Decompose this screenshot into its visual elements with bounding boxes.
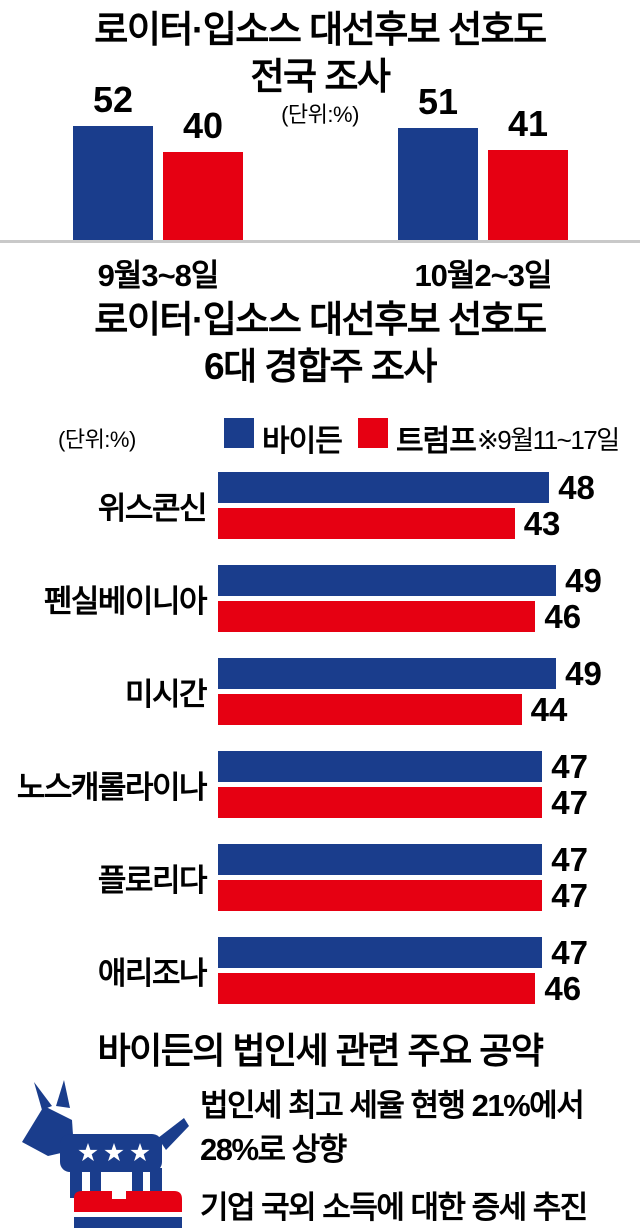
survey-date-note: ※9월11~17일 [477, 425, 620, 455]
trump-bar-line: 44 [218, 691, 640, 728]
bar-pair: 47 47 [218, 841, 640, 914]
biden-bar-line: 49 [218, 655, 640, 692]
battleground-chart-title-line2: 6대 경합주 조사 [204, 346, 437, 387]
trump-value-label: 40 [182, 105, 224, 146]
trump-bar-line: 43 [218, 505, 640, 542]
trump-bar-line: 47 [218, 784, 640, 821]
biden-legend-swatch [224, 418, 254, 448]
state-row-florida: 플로리다 47 47 [0, 841, 640, 914]
pledges-title: 바이든의 법인세 관련 주요 공약 [97, 1030, 544, 1071]
state-label: 미시간 [124, 677, 208, 712]
biden-bar [218, 751, 543, 782]
trump-bar-line: 46 [218, 598, 640, 635]
axis-baseline [0, 240, 640, 243]
biden-bar [218, 472, 550, 503]
biden-value-label: 49 [565, 561, 602, 599]
national-chart-title-line1: 로이터·입소스 대선후보 선호도 [94, 9, 547, 50]
trump-legend-label: 트럼프 [396, 425, 477, 458]
state-label: 노스캐롤라이나 [16, 770, 208, 805]
bar-column: 52 [73, 79, 153, 240]
state-row-wisconsin: 위스콘신 48 43 [0, 469, 640, 542]
biden-bar [218, 658, 557, 689]
pledge-item-1-line-1: 법인세 최고 세율 현행 21%에서 [200, 1088, 585, 1123]
biden-value-label: 47 [551, 840, 589, 878]
trump-bar [218, 973, 536, 1004]
trump-value-label: 43 [523, 504, 561, 542]
biden-bar [398, 127, 478, 240]
category-label-sep: 9월3~8일 [97, 258, 220, 293]
trump-legend-swatch [358, 418, 388, 448]
state-label: 위스콘신 [97, 491, 208, 526]
bar-column: 41 [488, 103, 568, 240]
biden-bar-line: 49 [218, 562, 640, 599]
state-label: 플로리다 [97, 863, 208, 898]
trump-bar [218, 880, 543, 911]
national-group-oct: 51 41 [398, 81, 568, 240]
bar-column: 40 [163, 105, 243, 240]
state-row-north-carolina: 노스캐롤라이나 47 47 [0, 748, 640, 821]
biden-bar [218, 844, 543, 875]
bar-pair: 49 46 [218, 562, 640, 635]
biden-value-label: 49 [565, 654, 602, 692]
state-row-michigan: 미시간 49 44 [0, 655, 640, 728]
bar-pair: 47 46 [218, 934, 640, 1007]
legend: (단위:%) 바이든 트럼프 ※9월11~17일 [0, 414, 640, 458]
trump-value-label: 46 [544, 969, 582, 1007]
biden-legend-label: 바이든 [262, 425, 343, 458]
bar-column: 51 [398, 81, 478, 240]
national-bar-chart: 52 40 51 41 [0, 0, 640, 240]
battleground-bar-chart: 위스콘신 48 43 펜실베이니아 49 [0, 469, 640, 1030]
trump-bar [163, 152, 243, 240]
biden-bar [218, 565, 557, 596]
state-label: 애리조나 [97, 956, 208, 991]
category-label-oct: 10월2~3일 [414, 258, 552, 293]
trump-value-label: 47 [551, 876, 589, 914]
national-chart-title: 로이터·입소스 대선후보 선호도 전국 조사 [0, 6, 640, 100]
state-row-arizona: 애리조나 47 46 [0, 934, 640, 1007]
bar-pair: 48 43 [218, 469, 640, 542]
battleground-chart-title-line1: 로이터·입소스 대선후보 선호도 [94, 299, 547, 340]
biden-bar-line: 47 [218, 841, 640, 878]
biden-value-label: 47 [551, 747, 589, 785]
trump-bar [218, 508, 515, 539]
battleground-unit-label: (단위:%) [58, 427, 136, 452]
trump-value-label: 47 [551, 783, 589, 821]
biden-bar-line: 48 [218, 469, 640, 506]
trump-value-label: 41 [507, 102, 549, 144]
trump-bar [218, 601, 536, 632]
bar-pair: 49 44 [218, 655, 640, 728]
bar-pair: 47 47 [218, 748, 640, 821]
biden-value-label: 51 [417, 80, 459, 122]
state-label: 펜실베이니아 [43, 584, 208, 619]
trump-value-label: 44 [530, 690, 568, 728]
republican-elephant-icon [70, 1186, 190, 1228]
national-group-sep: 52 40 [73, 79, 243, 240]
biden-bar-line: 47 [218, 934, 640, 971]
biden-value-label: 52 [92, 78, 134, 120]
trump-bar [488, 149, 568, 240]
trump-bar [218, 694, 522, 725]
biden-bar [73, 125, 153, 240]
biden-value-label: 47 [551, 933, 589, 971]
state-row-pennsylvania: 펜실베이니아 49 46 [0, 562, 640, 635]
pledges-list: 법인세 최고 세율 현행 21%에서 28%로 상향 기업 국외 소득에 대한 … [200, 1084, 638, 1228]
battleground-chart-title: 로이터·입소스 대선후보 선호도 6대 경합주 조사 [0, 296, 640, 390]
democratic-donkey-icon [14, 1080, 194, 1203]
biden-bar [218, 937, 543, 968]
trump-bar-line: 46 [218, 970, 640, 1007]
trump-bar-line: 47 [218, 877, 640, 914]
trump-bar [218, 787, 543, 818]
pledge-item-2: 기업 국외 소득에 대한 증세 추진 [200, 1190, 588, 1225]
national-unit-label: (단위:%) [281, 102, 359, 127]
biden-value-label: 48 [558, 468, 595, 506]
national-chart-title-line2: 전국 조사 [250, 56, 391, 97]
pledge-item-1-line-2: 28%로 상향 [200, 1132, 347, 1167]
trump-value-label: 46 [544, 597, 582, 635]
biden-bar-line: 47 [218, 748, 640, 785]
